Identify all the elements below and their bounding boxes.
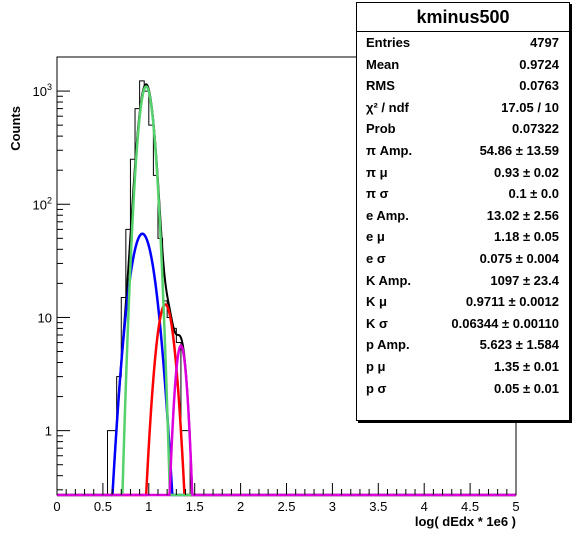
stats-row-value: 0.93 ± 0.02 <box>494 164 559 180</box>
y-axis-title: Counts <box>8 106 23 151</box>
x-tick-label: 3 <box>329 499 336 514</box>
x-tick-label: 4.5 <box>461 499 479 514</box>
x-tick-label: 2.5 <box>277 499 295 514</box>
stats-title: kminus500 <box>357 3 569 32</box>
x-tick-label: 0.5 <box>94 499 112 514</box>
histogram-layer <box>106 80 191 495</box>
stats-row-name: π Amp. <box>366 142 413 158</box>
stats-row-value: 0.05 ± 0.01 <box>494 380 559 396</box>
stats-row: e Amp. 13.02 ± 2.56 <box>357 205 569 227</box>
stats-rows: Entries 4797 Mean 0.9724 RMS 0.0763 χ² / ndf 17… <box>357 32 569 399</box>
stats-row-value: 0.075 ± 0.004 <box>479 250 559 266</box>
x-tick-label: 1 <box>145 499 152 514</box>
stats-row-value: 0.06344 ± 0.00110 <box>451 315 559 331</box>
stats-row-name: e σ <box>366 250 386 266</box>
y-tick-label: 10 <box>38 310 52 325</box>
stats-row-value: 1.18 ± 0.05 <box>494 229 559 245</box>
stats-row-name: RMS <box>366 78 395 94</box>
stats-row: Prob 0.07322 <box>357 118 569 140</box>
stats-row: π Amp. 54.86 ± 13.59 <box>357 140 569 162</box>
y-tick-label: 103 <box>33 82 52 99</box>
stats-row-value: 1097 ± 23.4 <box>490 272 559 288</box>
stats-row-name: e μ <box>366 229 385 245</box>
stats-row-value: 4797 <box>530 35 559 50</box>
stats-row-name: χ² / ndf <box>366 99 409 115</box>
stats-row: e σ 0.075 ± 0.004 <box>357 248 569 270</box>
stats-row: K μ 0.9711 ± 0.0012 <box>357 291 569 313</box>
x-tick-label: 0 <box>53 499 60 514</box>
stats-row-name: K μ <box>366 294 387 310</box>
stats-row: K Amp. 1097 ± 23.4 <box>357 270 569 292</box>
stats-box: kminus500 Entries 4797 Mean 0.9724 RMS 0.0763… <box>356 2 570 421</box>
stats-row-name: p σ <box>366 380 387 396</box>
stats-row: χ² / ndf 17.05 / 10 <box>357 97 569 119</box>
stats-row-name: K σ <box>366 315 388 331</box>
stats-row-name: K Amp. <box>366 272 412 288</box>
stats-row-name: e Amp. <box>366 207 409 223</box>
stats-row-name: Mean <box>366 56 400 72</box>
stats-row-name: Prob <box>366 121 396 137</box>
stats-row: π σ 0.1 ± 0.0 <box>357 183 569 205</box>
stats-row-value: 1.35 ± 0.01 <box>494 358 559 374</box>
axes-layer: 0 0.5 1 1.5 2 2.5 3 3.5 4 4.5 5 1 10 102 103 <box>33 56 520 514</box>
stats-row-value: 0.1 ± 0.0 <box>508 186 559 202</box>
stats-row-value: 0.07322 <box>512 121 559 137</box>
stats-row-name: p Amp. <box>366 337 410 353</box>
stats-row: K σ 0.06344 ± 0.00110 <box>357 313 569 335</box>
x-tick-label: 4 <box>421 499 428 514</box>
x-tick-label: 2 <box>237 499 244 514</box>
x-axis-title: log( dEdx * 1e6 ) <box>415 514 516 529</box>
stats-row: π μ 0.93 ± 0.02 <box>357 162 569 184</box>
stats-row-name: π σ <box>366 186 389 202</box>
x-tick-label: 1.5 <box>186 499 204 514</box>
stats-row: Mean 0.9724 <box>357 54 569 76</box>
stats-row-value: 54.86 ± 13.59 <box>479 142 559 158</box>
stats-row-value: 0.9724 <box>519 56 559 72</box>
stats-row-name: Entries <box>366 35 411 50</box>
stats-row-name: p μ <box>366 358 386 374</box>
stats-row: p μ 1.35 ± 0.01 <box>357 356 569 378</box>
stats-row: Entries 4797 <box>357 32 569 54</box>
stats-row-value: 13.02 ± 2.56 <box>486 207 559 223</box>
stats-row-name: π μ <box>366 164 388 180</box>
stats-row-value: 0.9711 ± 0.0012 <box>465 294 559 310</box>
stats-row: p Amp. 5.623 ± 1.584 <box>357 334 569 356</box>
x-tick-label: 3.5 <box>369 499 387 514</box>
histogram-outline <box>106 80 191 495</box>
x-tick-label: 5 <box>512 499 519 514</box>
stats-row-value: 5.623 ± 1.584 <box>479 337 559 353</box>
stats-row-value: 0.0763 <box>519 78 559 94</box>
stats-row: RMS 0.0763 <box>357 75 569 97</box>
y-tick-label: 102 <box>33 195 52 212</box>
stats-row: p σ 0.05 ± 0.01 <box>357 378 569 400</box>
stats-row-value: 17.05 / 10 <box>501 99 559 115</box>
y-tick-label: 1 <box>45 424 52 439</box>
stats-row: e μ 1.18 ± 0.05 <box>357 226 569 248</box>
